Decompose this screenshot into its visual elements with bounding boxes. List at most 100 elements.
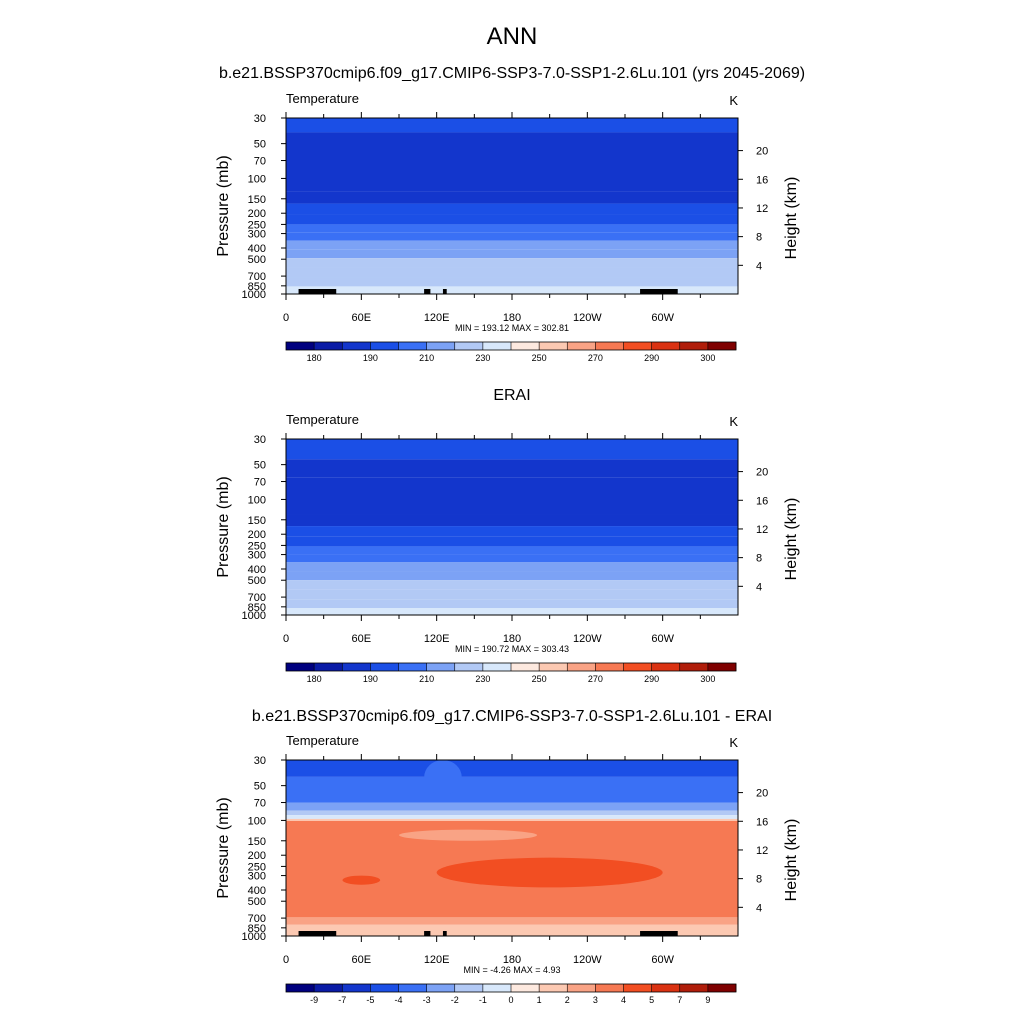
y-tick-label: 50 [254, 139, 266, 151]
y-tick-label: 200 [248, 208, 266, 220]
topography-mask [298, 289, 337, 294]
colorbar-swatch [286, 342, 315, 350]
y-tick-label: 70 [254, 798, 266, 810]
x-tick-label: 0 [283, 954, 289, 966]
contour-patch [342, 875, 381, 885]
colorbar-label: -3 [423, 995, 431, 1005]
colorbar-swatch [651, 984, 681, 992]
topography-mask [442, 931, 447, 936]
colorbar-swatch [314, 342, 343, 350]
colorbar-label: 190 [363, 674, 378, 684]
colorbar-label: 290 [644, 674, 659, 684]
figure-title: ANN [487, 23, 538, 50]
x-tick-label: 120W [573, 633, 602, 645]
y-tick-label: 500 [248, 575, 266, 587]
contour-band [286, 224, 738, 233]
y-tick-label: 100 [248, 815, 266, 827]
topography-mask [424, 931, 431, 936]
colorbar-swatch [511, 984, 540, 992]
colorbar-label: 300 [700, 353, 715, 363]
contour-band [286, 286, 738, 294]
colorbar-label: 4 [621, 995, 626, 1005]
colorbar-swatch [707, 342, 737, 350]
y-axis-title: Pressure (mb) [215, 155, 232, 256]
colorbar-swatch [707, 984, 737, 992]
x-tick-label: 60E [352, 954, 372, 966]
contour-band [286, 526, 738, 537]
colorbar-label: 210 [419, 674, 434, 684]
colorbar-label: 7 [677, 995, 682, 1005]
contour-band [286, 554, 738, 563]
topography-mask [424, 289, 431, 294]
units-label: K [729, 93, 738, 108]
colorbar-label: -7 [338, 995, 346, 1005]
contour-band [286, 514, 738, 527]
colorbar-swatch [679, 984, 709, 992]
y-tick-label: 400 [248, 243, 266, 255]
contour-band [286, 776, 738, 803]
panel-1: b.e21.BSSP370cmip6.f09_g17.CMIP6-SSP3-7.… [215, 65, 805, 363]
y-tick-label: 400 [248, 564, 266, 576]
colorbar-label: -1 [479, 995, 487, 1005]
colorbar-swatch [342, 342, 371, 350]
min-max-label: MIN = 190.72 MAX = 303.43 [455, 644, 569, 654]
contour-band [286, 599, 738, 609]
y-tick-label: 250 [248, 219, 266, 231]
height-tick-label: 16 [756, 174, 768, 186]
variable-label: Temperature [286, 91, 359, 106]
y-tick-label: 30 [254, 434, 266, 446]
colorbar-swatch [398, 663, 428, 671]
contour-patch [436, 857, 663, 888]
colorbar-swatch [707, 663, 737, 671]
height-tick-label: 20 [756, 146, 768, 158]
min-max-label: MIN = 193.12 MAX = 302.81 [455, 323, 569, 333]
y-tick-label: 850 [248, 923, 266, 935]
height-tick-label: 4 [756, 260, 762, 272]
colorbar-label: 9 [705, 995, 710, 1005]
y-tick-label: 500 [248, 896, 266, 908]
colorbar-swatch [595, 342, 624, 350]
colorbar-swatch [567, 984, 596, 992]
variable-label: Temperature [286, 412, 359, 427]
topography-mask [640, 931, 678, 936]
contour-band [286, 232, 738, 241]
colorbar-swatch [342, 663, 371, 671]
height-tick-label: 8 [756, 232, 762, 244]
y-tick-label: 300 [248, 871, 266, 883]
panel-3: b.e21.BSSP370cmip6.f09_g17.CMIP6-SSP3-7.… [215, 708, 800, 1005]
height-tick-label: 20 [756, 788, 768, 800]
y-tick-label: 70 [254, 156, 266, 168]
contour-band [286, 249, 738, 259]
height-tick-label: 12 [756, 845, 768, 857]
y-tick-label: 30 [254, 755, 266, 767]
contour-patch [399, 829, 538, 841]
x-tick-label: 180 [503, 312, 521, 324]
topography-mask [298, 931, 337, 936]
contour-band [286, 562, 738, 572]
x-tick-label: 120E [424, 312, 450, 324]
y-tick-label: 500 [248, 254, 266, 266]
colorbar-swatch [426, 342, 456, 350]
colorbar-swatch [623, 663, 653, 671]
height-tick-label: 12 [756, 203, 768, 215]
contour-band [286, 580, 738, 590]
contour-band [286, 203, 738, 215]
contour-band [286, 214, 738, 225]
height-tick-label: 20 [756, 467, 768, 479]
x-tick-label: 120E [424, 633, 450, 645]
height-tick-label: 4 [756, 581, 762, 593]
y-tick-label: 1000 [242, 931, 266, 943]
contour-band [286, 132, 738, 192]
y-tick-label: 700 [248, 271, 266, 283]
panel-title: b.e21.BSSP370cmip6.f09_g17.CMIP6-SSP3-7.… [219, 65, 805, 82]
colorbar-swatch [482, 984, 512, 992]
colorbar-swatch [370, 342, 399, 350]
contour-band [286, 924, 738, 936]
y-tick-label: 200 [248, 850, 266, 862]
y-tick-label: 50 [254, 460, 266, 472]
x-tick-label: 0 [283, 633, 289, 645]
contour-band [286, 277, 738, 287]
contour-band [286, 589, 738, 600]
colorbar-swatch [511, 663, 540, 671]
